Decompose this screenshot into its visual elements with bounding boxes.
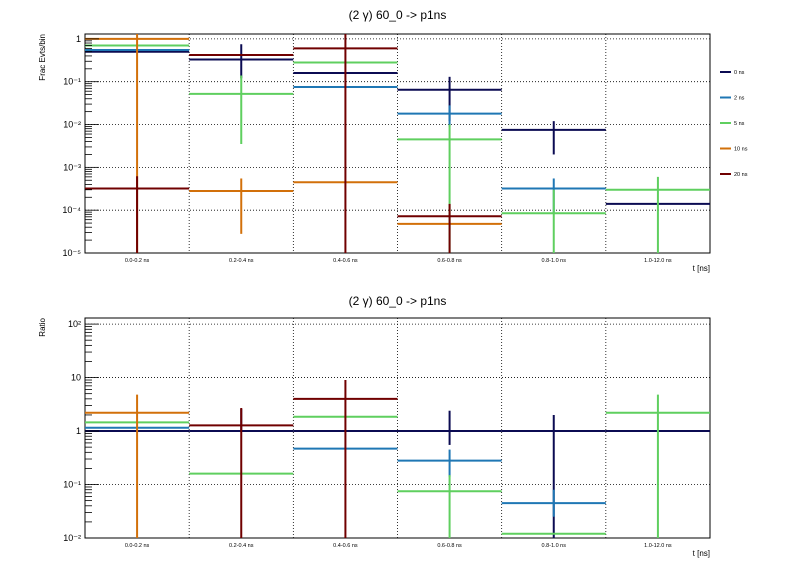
y-tick-label: 10⁻⁴ [62, 205, 81, 215]
series-2-ns [85, 426, 606, 517]
legend-label: 5 ns [734, 121, 745, 127]
x-tick-label: 0.2-0.4 ns [229, 258, 254, 264]
x-tick-label: 0.4-0.6 ns [333, 543, 358, 549]
series-20-ns [85, 34, 502, 253]
series-20-ns [189, 380, 398, 538]
legend-label: 2 ns [734, 96, 745, 102]
x-tick-label: 1.0-12.0 ns [644, 258, 672, 264]
y-tick-label: 1 [76, 426, 81, 436]
y-tick-label: 10⁻¹ [63, 77, 81, 87]
bottom-chart-title: (2 γ) 60_0 -> p1ns [349, 294, 447, 308]
top-grid [85, 34, 710, 253]
x-tick-label: 0.6-0.8 ns [437, 543, 462, 549]
bottom-x-tick-labels: 0.0-0.2 ns 0.2-0.4 ns 0.4-0.6 ns 0.6-0.8 ns… [125, 543, 672, 549]
top-x-tick-labels: 0.0-0.2 ns 0.2-0.4 ns 0.4-0.6 ns 0.6-0.8 ns… [125, 258, 672, 264]
legend-label: 0 ns [734, 70, 745, 76]
y-tick-label: 1 [76, 34, 81, 44]
legend-label: 10 ns [734, 147, 748, 153]
y-tick-label: 10⁻³ [63, 162, 81, 172]
top-chart-title: (2 γ) 60_0 -> p1ns [349, 8, 447, 22]
y-tick-label: 10 [71, 373, 81, 383]
series-2-ns [85, 48, 606, 214]
x-tick-label: 1.0-12.0 ns [644, 543, 672, 549]
top-y-axis-label: Frac Evts/bin [38, 34, 47, 81]
top-panel: 10⁻⁵ 10⁻⁴ 10⁻³ 10⁻² 10⁻¹ 1 0.0-0.2 ns 0.2-0.4 … [38, 8, 748, 273]
bottom-series-group [85, 380, 710, 538]
x-tick-label: 0.6-0.8 ns [437, 258, 462, 264]
legend: 0 ns 2 ns 5 ns 10 ns 20 ns [720, 70, 748, 178]
x-tick-label: 0.0-0.2 ns [125, 258, 150, 264]
y-tick-label: 10⁻¹ [63, 480, 81, 490]
y-tick-label: 10⁻² [63, 120, 81, 130]
y-tick-label: 10² [68, 319, 81, 329]
y-tick-label: 10⁻⁵ [63, 248, 82, 258]
x-tick-label: 0.8-1.0 ns [542, 543, 567, 549]
x-tick-label: 0.4-0.6 ns [333, 258, 358, 264]
top-series-group [85, 34, 710, 253]
bottom-y-ticks: 10⁻² 10⁻¹ 1 10 10² [63, 319, 99, 543]
x-tick-label: 0.8-1.0 ns [542, 258, 567, 264]
series-10-ns [85, 394, 190, 538]
bottom-panel: 10⁻² 10⁻¹ 1 10 10² 0.0-0.2 ns 0.2-0.4 ns 0.4-0… [38, 294, 711, 558]
y-tick-label: 10⁻² [63, 533, 81, 543]
bottom-x-axis-label: t [ns] [693, 549, 710, 558]
top-x-axis-label: t [ns] [693, 264, 710, 273]
legend-label: 20 ns [734, 172, 748, 178]
x-tick-label: 0.0-0.2 ns [125, 543, 150, 549]
bottom-y-axis-label: Ratio [38, 317, 47, 336]
x-tick-label: 0.2-0.4 ns [229, 543, 254, 549]
top-y-ticks: 10⁻⁵ 10⁻⁴ 10⁻³ 10⁻² 10⁻¹ 1 [62, 34, 99, 258]
